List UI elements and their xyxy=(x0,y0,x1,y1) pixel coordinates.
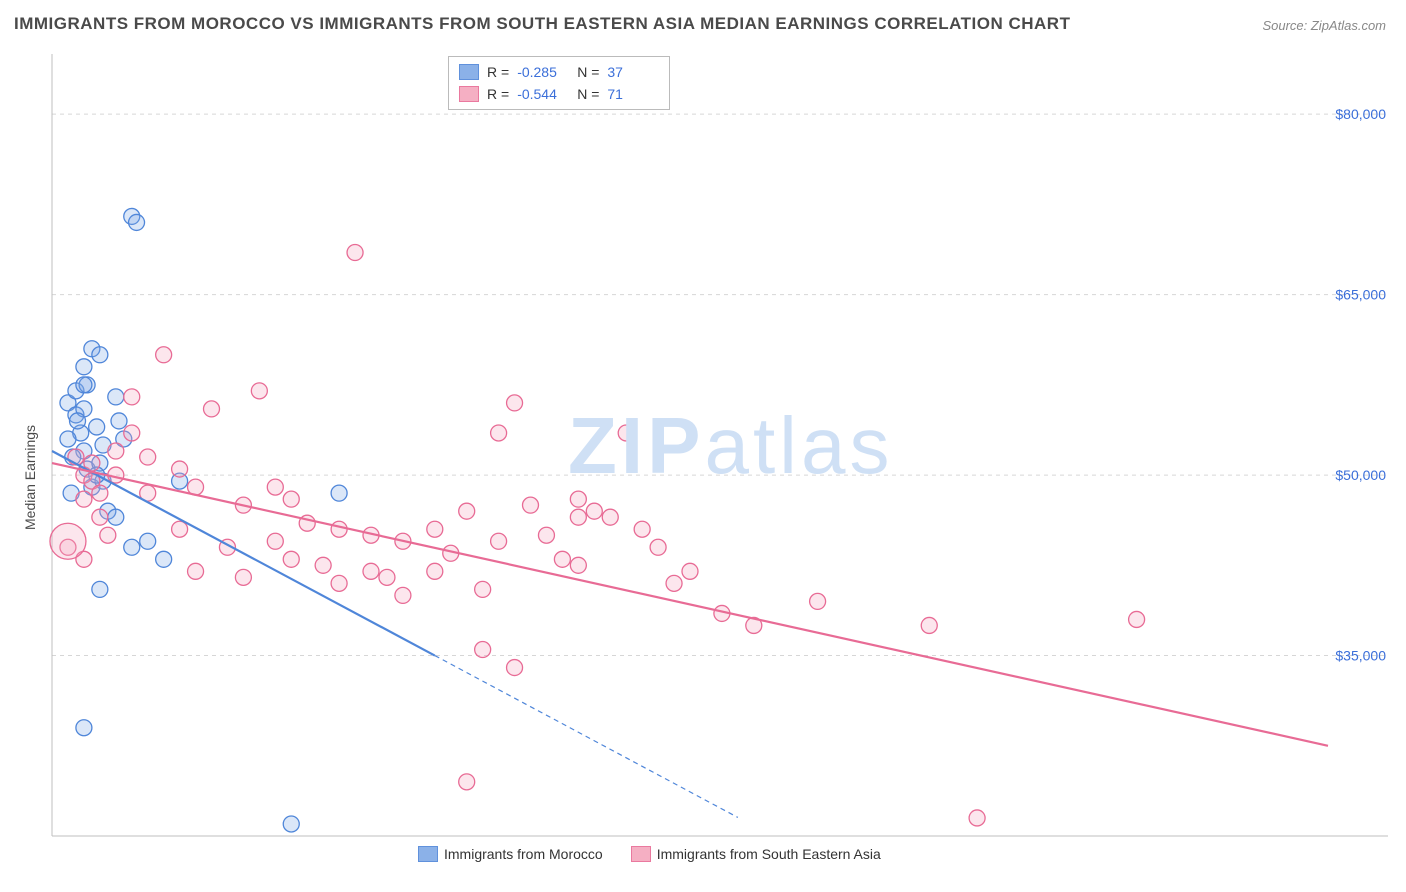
legend-label-seasia: Immigrants from South Eastern Asia xyxy=(657,846,881,862)
svg-text:$50,000: $50,000 xyxy=(1335,467,1386,483)
swatch-morocco xyxy=(459,64,479,80)
chart-plot-area: $35,000$50,000$65,000$80,0000.0%80.0% ZI… xyxy=(48,50,1388,840)
svg-text:$80,000: $80,000 xyxy=(1335,106,1386,122)
legend-label-morocco: Immigrants from Morocco xyxy=(444,846,603,862)
y-axis-label: Median Earnings xyxy=(22,425,38,530)
swatch-seasia xyxy=(459,86,479,102)
value-n-morocco: 37 xyxy=(607,64,659,80)
stats-legend-row-morocco: R = -0.285 N = 37 xyxy=(459,61,659,83)
svg-text:$35,000: $35,000 xyxy=(1335,648,1386,664)
legend-item-morocco: Immigrants from Morocco xyxy=(418,846,603,862)
chart-svg: $35,000$50,000$65,000$80,0000.0%80.0% xyxy=(48,50,1388,840)
label-n: N = xyxy=(577,86,599,102)
chart-title: IMMIGRANTS FROM MOROCCO VS IMMIGRANTS FR… xyxy=(14,14,1070,34)
value-r-seasia: -0.544 xyxy=(517,86,569,102)
value-n-seasia: 71 xyxy=(607,86,659,102)
stats-legend: R = -0.285 N = 37 R = -0.544 N = 71 xyxy=(448,56,670,110)
swatch-morocco-icon xyxy=(418,846,438,862)
stats-legend-row-seasia: R = -0.544 N = 71 xyxy=(459,83,659,105)
label-r: R = xyxy=(487,86,509,102)
label-r: R = xyxy=(487,64,509,80)
svg-text:$65,000: $65,000 xyxy=(1335,287,1386,303)
source-attribution: Source: ZipAtlas.com xyxy=(1262,18,1386,33)
swatch-seasia-icon xyxy=(631,846,651,862)
series-legend: Immigrants from Morocco Immigrants from … xyxy=(418,846,881,862)
value-r-morocco: -0.285 xyxy=(517,64,569,80)
legend-item-seasia: Immigrants from South Eastern Asia xyxy=(631,846,881,862)
label-n: N = xyxy=(577,64,599,80)
